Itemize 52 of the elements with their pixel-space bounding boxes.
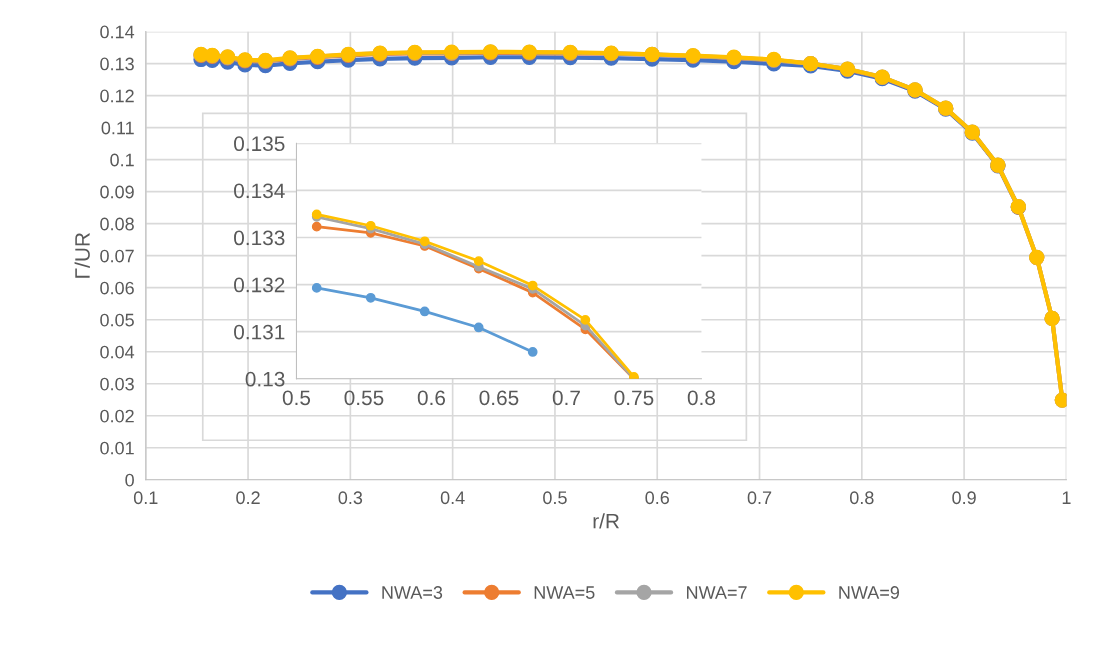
y-tick-label: 0.134: [234, 183, 285, 199]
y-tick-label: 0: [125, 473, 134, 487]
legend-label: NWA=5: [534, 586, 595, 599]
x-tick-label: 0.65: [479, 390, 519, 406]
y-tick-label: 0.08: [100, 217, 134, 231]
y-tick-label: 0.05: [100, 313, 134, 327]
y-tick-label: 0.13: [245, 371, 285, 387]
x-tick-label: 0.2: [236, 491, 260, 505]
y-tick-label: 0.02: [100, 409, 134, 423]
x-tick-label: 0.7: [552, 390, 580, 406]
y-tick-label: 0.131: [234, 324, 285, 340]
x-tick-label: 0.55: [344, 390, 384, 406]
point: [419, 306, 430, 317]
x-tick-label: 0.8: [849, 491, 874, 505]
y-tick-label: 0.13: [100, 57, 134, 71]
point: [311, 221, 322, 232]
x-tick-label: 0.6: [645, 491, 669, 505]
y-tick-label: 0.12: [100, 89, 134, 103]
x-tick-label: 0.9: [952, 491, 976, 505]
y-tick-label: 0.09: [100, 185, 134, 199]
y-tick-label: 0.01: [100, 441, 134, 455]
x-tick-label: 1: [1062, 491, 1071, 504]
y-tick-label: 0.07: [100, 249, 134, 263]
point: [527, 347, 538, 357]
x-axis-title: r/R: [593, 513, 620, 529]
x-tick-label: 0.7: [747, 491, 772, 505]
point: [311, 283, 322, 293]
point: [580, 315, 591, 325]
y-tick-label: 0.132: [234, 277, 285, 293]
y-tick-label: 0.133: [234, 230, 285, 246]
y-tick-label: 0.1: [110, 153, 134, 167]
x-tick-label: 0.4: [440, 491, 465, 505]
x-tick-label: 0.6: [417, 390, 446, 406]
legend-label: NWA=7: [687, 586, 747, 599]
y-tick-label: 0.135: [234, 136, 285, 152]
legend-label: NWA=9: [839, 586, 900, 599]
y-tick-label: 0.03: [100, 377, 134, 391]
y-axis-title: Γ/UR: [74, 232, 90, 278]
point: [473, 322, 484, 333]
x-tick-label: 0.75: [614, 390, 654, 406]
y-tick-label: 0.14: [100, 25, 135, 39]
x-tick-label: 0.5: [543, 491, 567, 505]
x-tick-label: 0.3: [338, 491, 363, 505]
legend-label: NWA=3: [382, 586, 443, 599]
point: [473, 256, 484, 266]
x-tick-label: 0.5: [282, 390, 311, 406]
y-tick-label: 0.06: [100, 281, 134, 295]
point: [365, 292, 376, 303]
y-tick-label: 0.11: [101, 121, 134, 135]
x-tick-label: 0.8: [687, 390, 716, 406]
y-tick-label: 0.04: [100, 345, 135, 359]
x-tick-label: 0.1: [133, 491, 158, 505]
